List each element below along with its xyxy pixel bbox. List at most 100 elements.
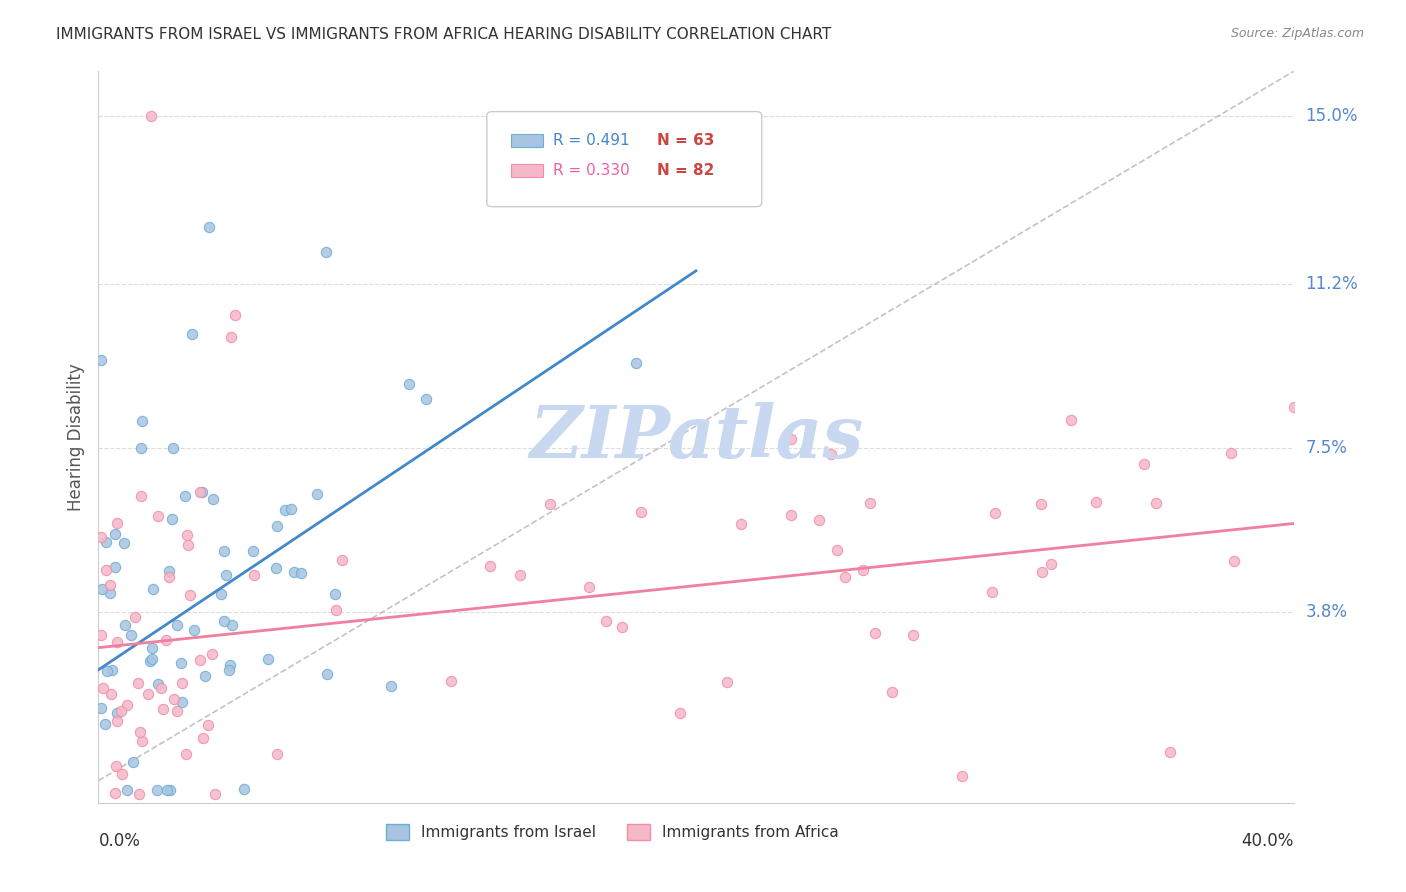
Immigrants from Africa: [730, 517, 752, 532]
Immigrants from Israel: [94, 535, 117, 549]
Immigrants from Africa: [141, 109, 163, 123]
Text: Source: ZipAtlas.com: Source: ZipAtlas.com: [1230, 27, 1364, 40]
Immigrants from Africa: [595, 614, 617, 628]
Text: N = 82: N = 82: [657, 162, 714, 178]
Immigrants from Africa: [163, 692, 186, 706]
Immigrants from Israel: [221, 617, 243, 632]
Immigrants from Africa: [224, 308, 246, 322]
Immigrants from Africa: [90, 628, 112, 642]
Immigrants from Africa: [1159, 745, 1181, 759]
Immigrants from Africa: [136, 688, 159, 702]
Immigrants from Israel: [146, 782, 169, 797]
Immigrants from Africa: [984, 506, 1007, 520]
Immigrants from Israel: [162, 441, 184, 455]
Immigrants from Africa: [188, 653, 211, 667]
Immigrants from Africa: [110, 704, 132, 718]
Immigrants from Africa: [780, 508, 803, 523]
Immigrants from Israel: [112, 536, 135, 550]
Immigrants from Africa: [104, 759, 127, 773]
Immigrants from Israel: [218, 663, 240, 677]
Immigrants from Israel: [316, 667, 339, 681]
Immigrants from Africa: [578, 580, 600, 594]
Immigrants from Israel: [215, 567, 238, 582]
Immigrants from Africa: [1060, 413, 1083, 427]
Immigrants from Africa: [882, 685, 904, 699]
Immigrants from Africa: [188, 485, 211, 500]
Immigrants from Africa: [1219, 446, 1241, 460]
Immigrants from Israel: [120, 628, 142, 642]
Immigrants from Israel: [170, 657, 193, 671]
Immigrants from Israel: [146, 676, 169, 690]
Immigrants from Israel: [280, 501, 302, 516]
Immigrants from Israel: [183, 623, 205, 637]
Immigrants from Israel: [209, 587, 232, 601]
Immigrants from Africa: [779, 432, 801, 446]
Bar: [510, 163, 543, 177]
Immigrants from Africa: [91, 681, 114, 695]
Immigrants from Israel: [256, 652, 278, 666]
Immigrants from Africa: [128, 725, 150, 739]
Immigrants from Africa: [166, 704, 188, 718]
Immigrants from Africa: [859, 496, 882, 510]
FancyBboxPatch shape: [486, 112, 762, 207]
Immigrants from Israel: [264, 560, 287, 574]
Immigrants from Israel: [96, 664, 118, 678]
Immigrants from Africa: [330, 553, 353, 567]
Immigrants from Africa: [668, 706, 690, 720]
Immigrants from Africa: [266, 747, 288, 761]
Y-axis label: Hearing Disability: Hearing Disability: [66, 363, 84, 511]
Immigrants from Africa: [179, 588, 201, 602]
Immigrants from Israel: [122, 756, 145, 770]
Immigrants from Africa: [150, 681, 173, 695]
Immigrants from Africa: [170, 676, 193, 690]
Text: 7.5%: 7.5%: [1306, 439, 1347, 458]
Immigrants from Israel: [139, 654, 162, 668]
Immigrants from Africa: [440, 673, 463, 688]
Immigrants from Africa: [197, 718, 219, 732]
Immigrants from Israel: [219, 658, 242, 673]
Immigrants from Israel: [129, 441, 152, 455]
Immigrants from Africa: [325, 602, 347, 616]
Immigrants from Israel: [131, 414, 153, 428]
Immigrants from Israel: [202, 492, 225, 507]
Text: 40.0%: 40.0%: [1241, 832, 1294, 850]
Immigrants from Africa: [630, 505, 652, 519]
Immigrants from Africa: [1031, 497, 1053, 511]
Immigrants from Israel: [141, 651, 163, 665]
Immigrants from Israel: [104, 560, 127, 574]
Immigrants from Africa: [128, 787, 150, 801]
Immigrants from Israel: [94, 716, 117, 731]
Immigrants from Africa: [105, 516, 128, 530]
Immigrants from Africa: [1282, 400, 1305, 414]
Immigrants from Africa: [901, 627, 924, 641]
Immigrants from Israel: [307, 486, 329, 500]
Immigrants from Africa: [127, 676, 149, 690]
Immigrants from Israel: [190, 485, 212, 500]
Immigrants from Africa: [155, 633, 177, 648]
Immigrants from Israel: [101, 663, 124, 677]
Immigrants from Israel: [315, 244, 337, 259]
Immigrants from Africa: [193, 731, 215, 745]
Immigrants from Israel: [283, 566, 305, 580]
Text: IMMIGRANTS FROM ISRAEL VS IMMIGRANTS FROM AFRICA HEARING DISABILITY CORRELATION : IMMIGRANTS FROM ISRAEL VS IMMIGRANTS FRO…: [56, 27, 831, 42]
Immigrants from Israel: [104, 526, 127, 541]
Immigrants from Africa: [538, 497, 561, 511]
Immigrants from Israel: [141, 640, 163, 655]
Immigrants from Africa: [176, 747, 198, 762]
Immigrants from Israel: [181, 326, 204, 341]
Immigrants from Africa: [90, 530, 112, 544]
Immigrants from Israel: [242, 543, 264, 558]
Immigrants from Africa: [1084, 495, 1107, 509]
Immigrants from Africa: [129, 489, 152, 503]
Immigrants from Africa: [478, 558, 501, 573]
Text: 3.8%: 3.8%: [1306, 603, 1347, 621]
Immigrants from Africa: [820, 447, 842, 461]
Immigrants from Israel: [173, 489, 195, 503]
Immigrants from Israel: [212, 544, 235, 558]
Text: ZIPatlas: ZIPatlas: [529, 401, 863, 473]
Immigrants from Africa: [509, 568, 531, 582]
Immigrants from Africa: [1039, 557, 1062, 571]
Immigrants from Israel: [98, 586, 121, 600]
Immigrants from Africa: [204, 787, 226, 801]
Immigrants from Africa: [94, 564, 117, 578]
